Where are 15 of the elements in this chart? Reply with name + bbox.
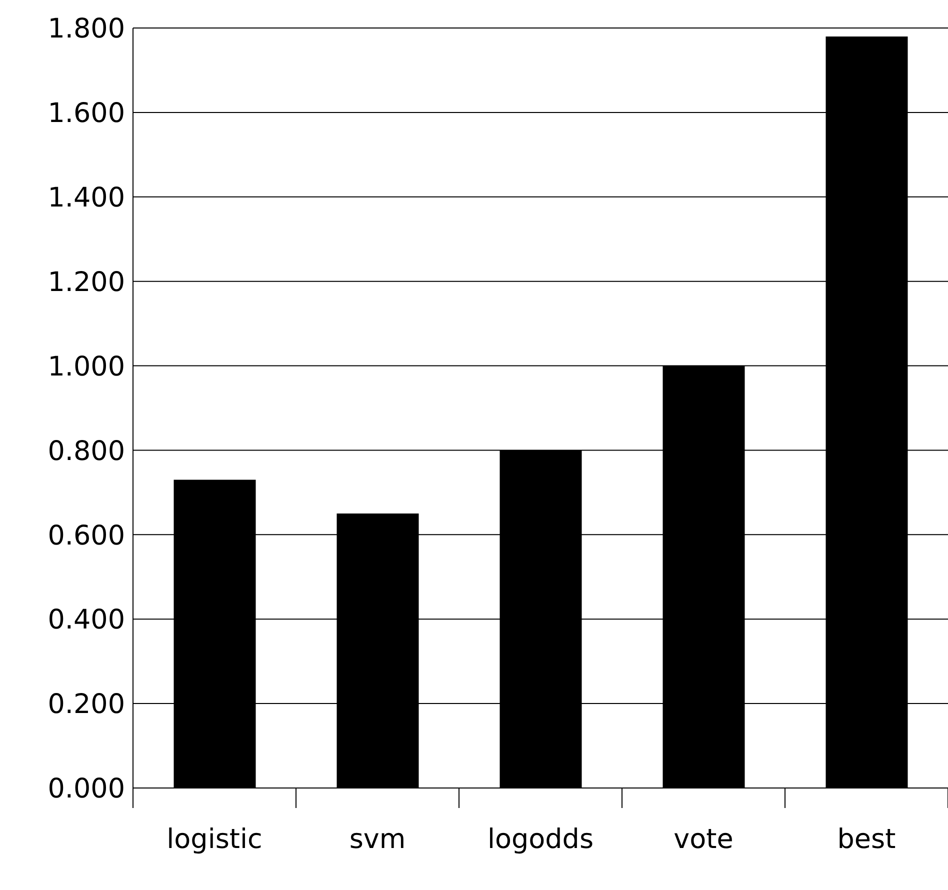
x-tick-label: logodds xyxy=(487,824,594,855)
y-tick-label: 0.000 xyxy=(48,774,125,805)
x-tick-label: logistic xyxy=(166,824,262,855)
y-tick-label: 1.800 xyxy=(48,14,125,45)
x-tick-label: best xyxy=(837,824,896,855)
y-tick-label: 0.200 xyxy=(48,689,125,720)
x-tick-label: vote xyxy=(674,824,734,855)
y-tick-label: 1.600 xyxy=(48,98,125,130)
y-tick-label: 0.800 xyxy=(48,436,125,467)
y-tick-label: 1.000 xyxy=(48,351,125,382)
y-tick-label: 0.400 xyxy=(48,604,125,636)
y-tick-label: 0.600 xyxy=(48,520,125,552)
y-tick-label: 1.400 xyxy=(48,182,125,214)
y-tick-label: 1.200 xyxy=(48,266,125,298)
x-tick-label: svm xyxy=(349,824,406,855)
